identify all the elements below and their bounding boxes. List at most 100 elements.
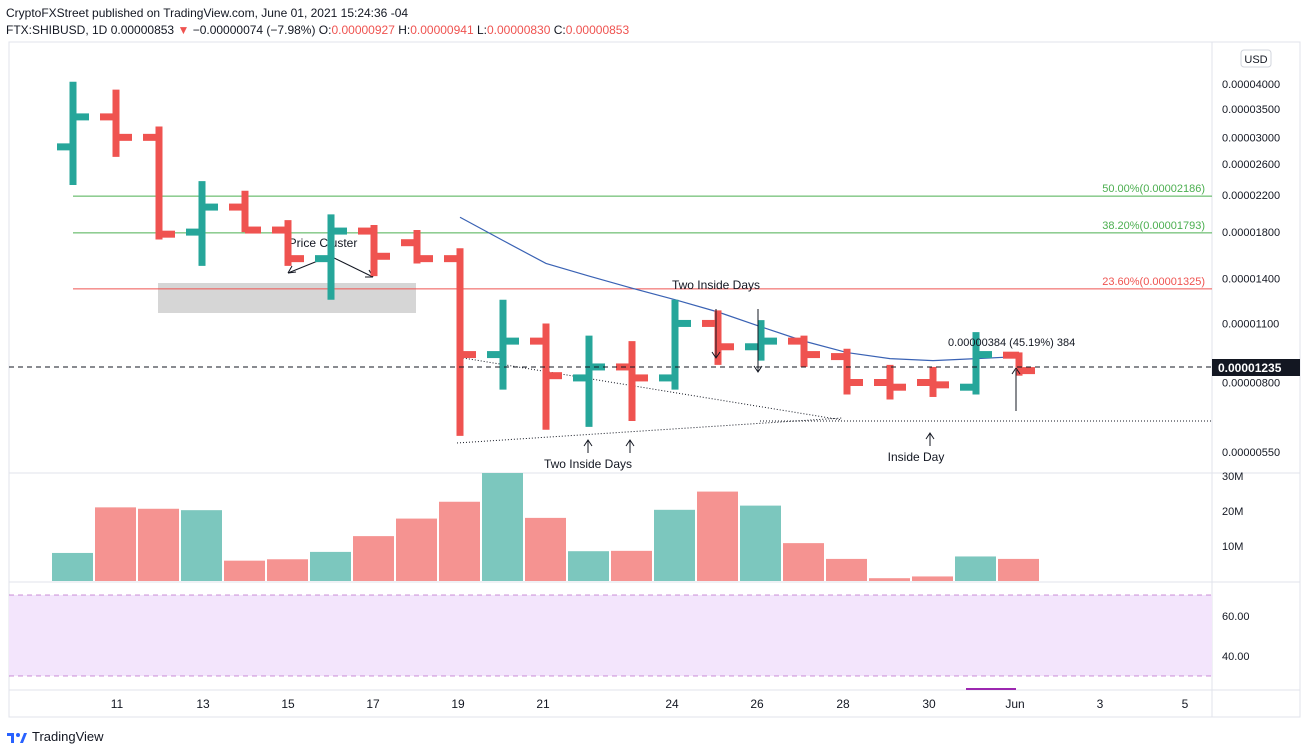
volume-bar	[482, 473, 523, 581]
close-value: 0.00000853	[565, 23, 630, 37]
upper-trendline	[456, 356, 843, 421]
two-inside-days-bottom-label: Two Inside Days	[544, 457, 632, 471]
price-change: −0.00000074 (−7.98%)	[192, 23, 316, 37]
publisher-text: CryptoFXStreet published on TradingView.…	[6, 6, 409, 20]
ohlc-legend: FTX:SHIBUSD, 1D 0.00000853 ▼ −0.00000074…	[6, 23, 629, 37]
rsi-tick-60: 60.00	[1222, 611, 1250, 623]
rsi-band	[9, 595, 1212, 676]
volume-bar	[998, 558, 1039, 581]
volume-pane: 30M 20M 10M	[52, 471, 1243, 581]
volume-bar	[224, 560, 265, 581]
last-price: 0.00000853	[110, 23, 175, 37]
volume-bar	[611, 550, 652, 581]
fib-label: 50.00%(0.00002186)	[1102, 183, 1205, 195]
rsi-tick-40: 40.00	[1222, 651, 1250, 663]
volume-bar	[181, 510, 222, 581]
arrow-down-icon	[711, 351, 721, 359]
time-tick-label: 26	[750, 697, 764, 711]
volume-bar	[869, 578, 910, 581]
arrowhead-icon	[287, 265, 297, 274]
volume-tick-label: 20M	[1222, 506, 1243, 518]
fib-levels: 50.00%(0.00002186) 38.20%(0.00001793) 23.6…	[73, 183, 1212, 290]
publisher-line: CryptoFXStreet published on TradingView.…	[6, 6, 408, 20]
time-tick-label: 3	[1097, 697, 1104, 711]
arrow-up-icon	[583, 439, 593, 447]
close-label: C:	[553, 23, 566, 37]
arrow-up-icon	[1011, 367, 1021, 375]
volume-tick-label: 10M	[1222, 541, 1243, 553]
high-label: H:	[398, 23, 411, 37]
arrow-down-icon	[753, 365, 763, 373]
volume-bar	[783, 543, 824, 581]
arrow-up-icon	[925, 432, 935, 440]
volume-bar	[138, 508, 179, 581]
moving-average	[459, 216, 1020, 362]
time-tick-label: 11	[111, 697, 124, 711]
volume-bar	[52, 552, 93, 581]
volume-bar	[568, 551, 609, 581]
ohlc-bars	[57, 81, 1035, 436]
down-arrow-icon: ▼	[177, 23, 190, 37]
time-tick-label: 30	[922, 697, 936, 711]
two-inside-days-top-label: Two Inside Days	[672, 278, 760, 292]
volume-bar	[439, 501, 480, 581]
volume-bar	[353, 536, 394, 581]
volume-bar	[826, 558, 867, 581]
currency-label: USD	[1244, 54, 1267, 66]
measure-label: 0.00000384 (45.19%) 384	[948, 337, 1075, 349]
time-axis: 11 13 15 17 19 21 24 26 28 30 Jun 3 5	[111, 697, 1189, 711]
price-cluster-box	[158, 283, 416, 313]
time-tick-label: 19	[451, 697, 465, 711]
footer: TradingView	[6, 729, 104, 744]
volume-bar	[955, 556, 996, 581]
price-tick-label: 0.00002600	[1222, 159, 1280, 171]
price-axis: 0.00004000 0.00003500 0.00003000 0.00002600…	[1222, 79, 1280, 459]
price-tick-label: 0.00000800	[1222, 378, 1280, 390]
volume-bar	[697, 491, 738, 581]
open-label: O:	[318, 23, 332, 37]
time-tick-label: 17	[366, 697, 380, 711]
volume-bar	[525, 517, 566, 581]
fib-label: 23.60%(0.00001325)	[1102, 276, 1205, 288]
price-tick-label: 0.00004000	[1222, 79, 1280, 91]
volume-bar	[396, 518, 437, 581]
price-tick-label: 0.00003000	[1222, 132, 1280, 144]
chart-frame	[8, 41, 1301, 718]
ma-line	[459, 216, 1020, 362]
time-tick-label: 21	[536, 697, 550, 711]
price-cluster-label: Price Cluster	[289, 236, 358, 250]
volume-bar	[267, 559, 308, 581]
time-tick-label: 15	[281, 697, 295, 711]
open-value: 0.00000927	[331, 23, 395, 37]
price-tick-label: 0.00001800	[1222, 227, 1280, 239]
price-tick-label: 0.00003500	[1222, 104, 1280, 116]
currency-badge[interactable]	[1240, 49, 1272, 68]
symbol-label: FTX:SHIBUSD, 1D	[6, 23, 108, 37]
volume-bar	[310, 551, 351, 581]
price-tick-label: 0.00002200	[1222, 190, 1280, 202]
tradingview-logo-icon	[7, 732, 27, 743]
time-tick-label: 28	[836, 697, 850, 711]
volume-bar	[654, 509, 695, 581]
volume-bar	[912, 576, 953, 581]
time-tick-label: 24	[665, 697, 679, 711]
time-tick-label: Jun	[1005, 697, 1024, 711]
fib-label: 38.20%(0.00001793)	[1102, 220, 1205, 232]
time-tick-label: 13	[196, 697, 210, 711]
price-tick-label: 0.00001400	[1222, 274, 1280, 286]
high-value: 0.00000941	[410, 23, 474, 37]
low-label: L:	[476, 23, 487, 37]
triangle-trendlines	[456, 356, 1212, 444]
current-price-badge	[1212, 359, 1300, 376]
volume-tick-label: 30M	[1222, 471, 1243, 483]
low-value: 0.00000830	[486, 23, 551, 37]
price-cluster-arrow-right	[329, 255, 374, 278]
volume-bar	[740, 505, 781, 581]
volume-bar	[95, 507, 136, 581]
inside-day-label: Inside Day	[888, 450, 945, 464]
lower-trendline	[456, 417, 843, 444]
arrow-up-icon	[625, 439, 635, 447]
price-tick-label: 0.00001100	[1222, 318, 1279, 330]
current-price-label: 0.00001235	[1218, 361, 1282, 375]
